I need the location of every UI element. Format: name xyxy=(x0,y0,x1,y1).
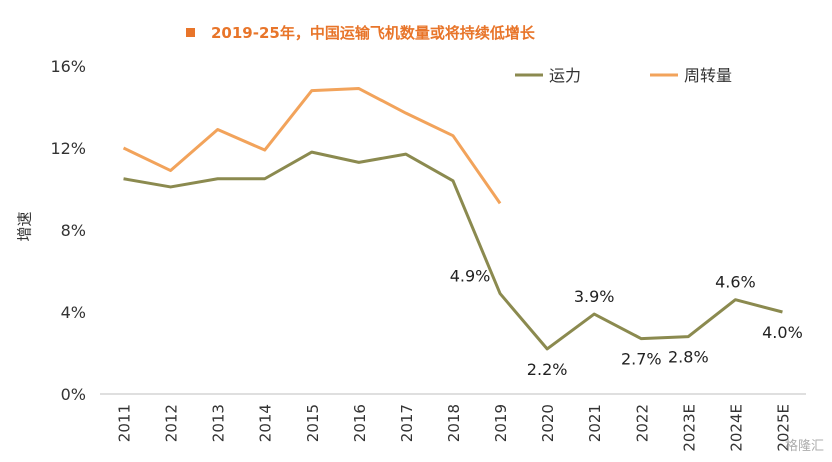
chart-title: 2019-25年，中国运输飞机数量或将持续低增长 xyxy=(211,24,535,42)
x-tick-label: 2024E xyxy=(727,404,745,452)
data-label: 3.9% xyxy=(574,287,615,306)
x-tick-label: 2018 xyxy=(445,404,463,442)
title-marker-icon xyxy=(186,28,195,37)
series-line-1 xyxy=(123,150,783,351)
y-tick-label: 0% xyxy=(61,385,86,404)
x-tick-label: 2013 xyxy=(210,404,228,442)
x-tick-label: 2023E xyxy=(680,404,698,452)
y-tick-label: 8% xyxy=(61,221,86,240)
x-tick-label: 2011 xyxy=(116,404,134,442)
x-tick-label: 2019 xyxy=(492,404,510,442)
x-tick-label: 2022 xyxy=(633,404,651,442)
x-tick-label: 2016 xyxy=(351,404,369,442)
data-label: 4.0% xyxy=(762,323,803,342)
y-tick-label: 4% xyxy=(61,303,86,322)
x-tick-label: 2025E xyxy=(774,404,792,452)
y-tick-label: 16% xyxy=(50,57,86,76)
chart-title-row: 2019-25年，中国运输飞机数量或将持续低增长 xyxy=(186,22,535,43)
x-tick-label: 2017 xyxy=(398,404,416,442)
data-label: 2.7% xyxy=(621,350,662,369)
x-tick-label: 2012 xyxy=(163,404,181,442)
legend-label: 运力 xyxy=(549,66,581,85)
x-tick-label: 2015 xyxy=(304,404,322,442)
watermark: 格隆汇 xyxy=(784,439,824,454)
data-label: 4.6% xyxy=(715,273,756,292)
x-tick-label: 2021 xyxy=(586,404,604,442)
data-label: 2.2% xyxy=(527,360,568,379)
data-label: 2.8% xyxy=(668,348,709,367)
x-tick-label: 2014 xyxy=(257,404,275,442)
data-label: 4.9% xyxy=(450,267,491,286)
series-line-2 xyxy=(122,87,502,205)
legend-label: 周转量 xyxy=(684,66,732,85)
x-tick-label: 2020 xyxy=(539,404,557,442)
y-tick-label: 12% xyxy=(50,139,86,158)
